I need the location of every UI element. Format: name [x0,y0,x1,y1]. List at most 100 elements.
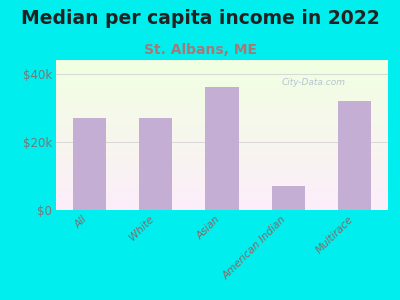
Bar [56,163,388,164]
Bar [56,179,388,180]
Bar [56,156,388,157]
Bar [56,88,388,89]
Bar [56,77,388,78]
Bar [56,151,388,152]
Bar [56,144,388,145]
Bar [56,83,388,84]
Bar [56,99,388,100]
Bar [56,206,388,207]
Bar [56,85,388,86]
Bar [56,181,388,182]
Bar [139,118,172,210]
Bar [56,189,388,190]
Bar [56,198,388,199]
Bar [56,124,388,125]
Bar [56,116,388,117]
Bar [56,85,388,86]
Bar [56,120,388,121]
Bar [56,153,388,154]
Bar [56,87,388,88]
Bar [56,115,388,116]
Bar [56,168,388,169]
Bar [56,143,388,144]
Bar [56,65,388,66]
Bar [56,101,388,102]
Bar [56,166,388,167]
Bar [56,204,388,205]
Bar [56,100,388,101]
Bar [206,87,238,210]
Bar [56,130,388,131]
Bar [56,100,388,101]
Bar [56,106,388,107]
Bar [73,118,106,210]
Bar [56,127,388,128]
Bar [56,195,388,196]
Bar [56,107,388,108]
Bar [56,184,388,185]
Bar [56,79,388,80]
Bar [56,199,388,200]
Bar [56,108,388,109]
Bar [56,196,388,197]
Bar [56,142,388,143]
Bar [56,61,388,62]
Bar [56,89,388,90]
Bar [56,76,388,77]
Bar [56,68,388,69]
Bar [56,205,388,206]
Bar [56,111,388,112]
Bar [56,183,388,184]
Bar [56,178,388,179]
Bar [56,105,388,106]
Bar [338,101,372,210]
Bar [56,121,388,122]
Bar [56,154,388,155]
Bar [56,110,388,111]
Text: City-Data.com: City-Data.com [282,78,346,87]
Bar [56,62,388,63]
Bar [56,82,388,83]
Bar [56,187,388,188]
Bar [56,118,388,119]
Bar [56,159,388,160]
Bar [56,135,388,136]
Bar [56,167,388,168]
Bar [56,128,388,129]
Bar [56,193,388,194]
Bar [56,64,388,65]
Bar [56,132,388,133]
Bar [56,137,388,138]
Bar [56,172,388,173]
Bar [56,70,388,71]
Bar [56,84,388,85]
Bar [56,202,388,203]
Bar [56,209,388,210]
Bar [56,67,388,68]
Bar [56,171,388,172]
Bar [56,208,388,209]
Bar [56,174,388,175]
Bar [56,152,388,153]
Bar [56,112,388,113]
Bar [56,188,388,189]
Bar [56,182,388,183]
Bar [56,97,388,98]
Bar [56,162,388,163]
Bar [56,71,388,72]
Bar [56,136,388,137]
Bar [56,185,388,186]
Bar [56,190,388,191]
Bar [56,169,388,170]
Bar [56,176,388,177]
Bar [56,113,388,114]
Bar [56,75,388,76]
Text: St. Albans, ME: St. Albans, ME [144,44,256,58]
Bar [56,82,388,83]
Bar [56,74,388,75]
Bar [56,117,388,118]
Bar [56,200,388,201]
Bar [56,164,388,165]
Bar [56,78,388,79]
Bar [56,158,388,159]
